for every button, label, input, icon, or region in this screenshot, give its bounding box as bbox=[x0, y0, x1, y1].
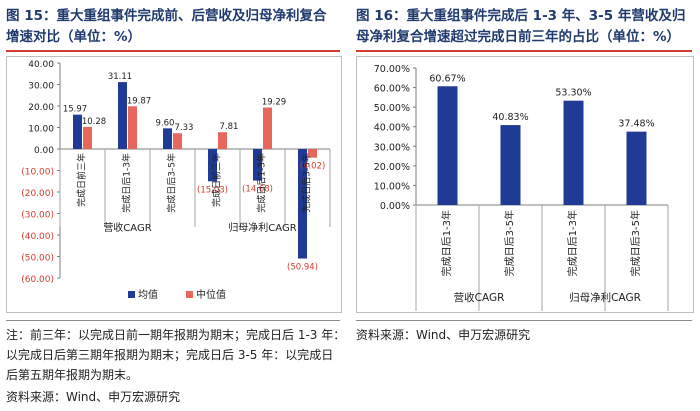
left-y-tick-label: 40.00 bbox=[28, 60, 54, 70]
left-y-tick-label: 10.00 bbox=[28, 125, 54, 135]
left-bar-label-median: 10.28 bbox=[82, 117, 106, 127]
right-bar bbox=[437, 86, 458, 205]
right-y-tick-label: 0.00% bbox=[380, 201, 410, 212]
left-figure-title-line2: 增速对比（单位：%） bbox=[6, 29, 142, 45]
left-bar-label-median: 7.33 bbox=[175, 123, 194, 133]
right-bar-label: 53.30% bbox=[555, 88, 591, 99]
right-bar bbox=[626, 131, 647, 205]
right-bar-label: 40.83% bbox=[492, 112, 528, 123]
left-y-tick-label: (40.00) bbox=[21, 232, 54, 242]
left-bar-median bbox=[308, 149, 317, 158]
left-bar-mean bbox=[73, 114, 82, 149]
left-legend-swatch-mean bbox=[128, 291, 135, 298]
left-category-label: 完成日后1-3年 bbox=[121, 153, 133, 213]
left-y-tick-label: 0.00 bbox=[34, 146, 54, 156]
left-bar-mean bbox=[163, 128, 172, 149]
right-y-tick-label: 20.00% bbox=[374, 162, 410, 173]
right-bar bbox=[563, 100, 584, 205]
left-bar-mean bbox=[208, 149, 217, 182]
left-bar-label-median: 7.81 bbox=[220, 122, 239, 132]
left-source: 资料来源：Wind、申万宏源研究 bbox=[6, 390, 181, 404]
left-bar-mean bbox=[118, 82, 127, 149]
right-category-label: 完成日后1-3年 bbox=[566, 210, 579, 276]
left-bar-label-median: 19.87 bbox=[127, 96, 151, 106]
left-figure-title-line1: 图 15：重大重组事件完成前、后营收及归母净利复合 bbox=[6, 8, 327, 24]
left-chart: 40.00 30.00 20.00 10.00 0.00 (10.00) (20.00) (3… bbox=[21, 60, 331, 301]
right-figure-title-line1: 图 16：重大重组事件完成后 1-3 年、3-5 年营收及归 bbox=[356, 8, 686, 24]
right-category-label: 完成日后1-3年 bbox=[440, 210, 453, 276]
left-y-tick-label: (30.00) bbox=[21, 211, 54, 221]
left-group-label: 营收CAGR bbox=[103, 221, 151, 234]
right-bar-label: 60.67% bbox=[429, 73, 465, 84]
left-note-line-1: 注：前三年：以完成日前一期年报期为期末；完成日后 1-3 年： bbox=[6, 328, 346, 342]
left-bar-label-median: (4.02) bbox=[300, 162, 326, 172]
right-figure: 图 16：重大重组事件完成后 1-3 年、3-5 年营收及归 母净利复合增速超过… bbox=[352, 0, 700, 411]
right-group-label: 归母净利CAGR bbox=[569, 291, 641, 304]
right-chart: 70.00% 60.00% 50.00% 40.00% 30.00% 20.00% 10.0… bbox=[374, 64, 669, 311]
left-bar-label-mean: (15.03) bbox=[197, 185, 228, 195]
right-group-label: 营收CAGR bbox=[454, 291, 505, 304]
left-bar-label-mean: 9.60 bbox=[156, 118, 175, 128]
left-bar-median bbox=[173, 133, 182, 149]
left-bar-mean bbox=[298, 149, 307, 259]
left-legend-label-mean: 均值 bbox=[138, 288, 158, 301]
right-bar bbox=[500, 125, 521, 205]
right-y-tick-label: 40.00% bbox=[374, 123, 410, 134]
left-figure: 图 15：重大重组事件完成前、后营收及归母净利复合 增速对比（单位：%） 40.… bbox=[0, 0, 346, 411]
left-group-label: 归母净利CAGR bbox=[228, 221, 296, 234]
left-note-line-3: 后第五期年报期为期末。 bbox=[6, 368, 139, 382]
left-note-line-2: 以完成日后第三期年报期为期末；完成日后 3-5 年：以完成日 bbox=[6, 348, 334, 362]
left-bar-label-mean: 15.97 bbox=[63, 105, 87, 115]
left-bar-median bbox=[128, 106, 137, 149]
left-category-label: 完成日前三年 bbox=[211, 153, 223, 207]
left-y-tick-label: (60.00) bbox=[21, 275, 54, 285]
left-bar-median bbox=[263, 107, 272, 149]
left-y-tick-label: 20.00 bbox=[28, 103, 54, 113]
left-title-rule bbox=[6, 50, 340, 52]
left-category-label: 完成日后3-5年 bbox=[166, 153, 178, 213]
left-bottom-rule bbox=[6, 320, 340, 321]
left-y-tick-label: 30.00 bbox=[28, 82, 54, 92]
left-category-label: 完成日后1-3年 bbox=[256, 153, 268, 213]
right-y-tick-label: 10.00% bbox=[374, 181, 410, 192]
right-y-tick-label: 60.00% bbox=[374, 84, 410, 95]
left-chart-frame bbox=[6, 56, 342, 313]
left-bar-label-mean: 31.11 bbox=[108, 72, 132, 82]
right-title-rule bbox=[356, 50, 692, 52]
right-category-label: 完成日后3-5年 bbox=[629, 210, 642, 276]
left-y-tick-label: (20.00) bbox=[21, 189, 54, 199]
right-y-tick-label: 30.00% bbox=[374, 142, 410, 153]
left-y-tick-label: (50.00) bbox=[21, 254, 54, 264]
right-y-tick-label: 70.00% bbox=[374, 64, 410, 75]
left-legend-label-median: 中位值 bbox=[196, 288, 226, 301]
right-bottom-rule bbox=[356, 320, 692, 321]
left-bar-label-mean: (50.94) bbox=[287, 263, 318, 273]
left-bar-label-mean: (14.68) bbox=[242, 185, 273, 195]
left-legend-swatch-median bbox=[186, 291, 193, 298]
left-bar-median bbox=[218, 132, 227, 149]
right-category-label: 完成日后3-5年 bbox=[503, 210, 516, 276]
right-y-tick-label: 50.00% bbox=[374, 103, 410, 114]
right-figure-title-line2: 母净利复合增速超过完成日前三年的占比（单位：%） bbox=[356, 29, 681, 45]
left-category-label: 完成日前三年 bbox=[76, 153, 88, 207]
left-category-label: 完成日后3-5年 bbox=[301, 153, 313, 213]
left-bar-mean bbox=[253, 149, 262, 181]
left-bar-median bbox=[83, 126, 92, 149]
right-source: 资料来源：Wind、申万宏源研究 bbox=[356, 328, 531, 342]
right-bar-label: 37.48% bbox=[618, 119, 654, 130]
left-y-tick-label: (10.00) bbox=[21, 168, 54, 178]
left-bar-label-median: 19.29 bbox=[262, 98, 286, 108]
